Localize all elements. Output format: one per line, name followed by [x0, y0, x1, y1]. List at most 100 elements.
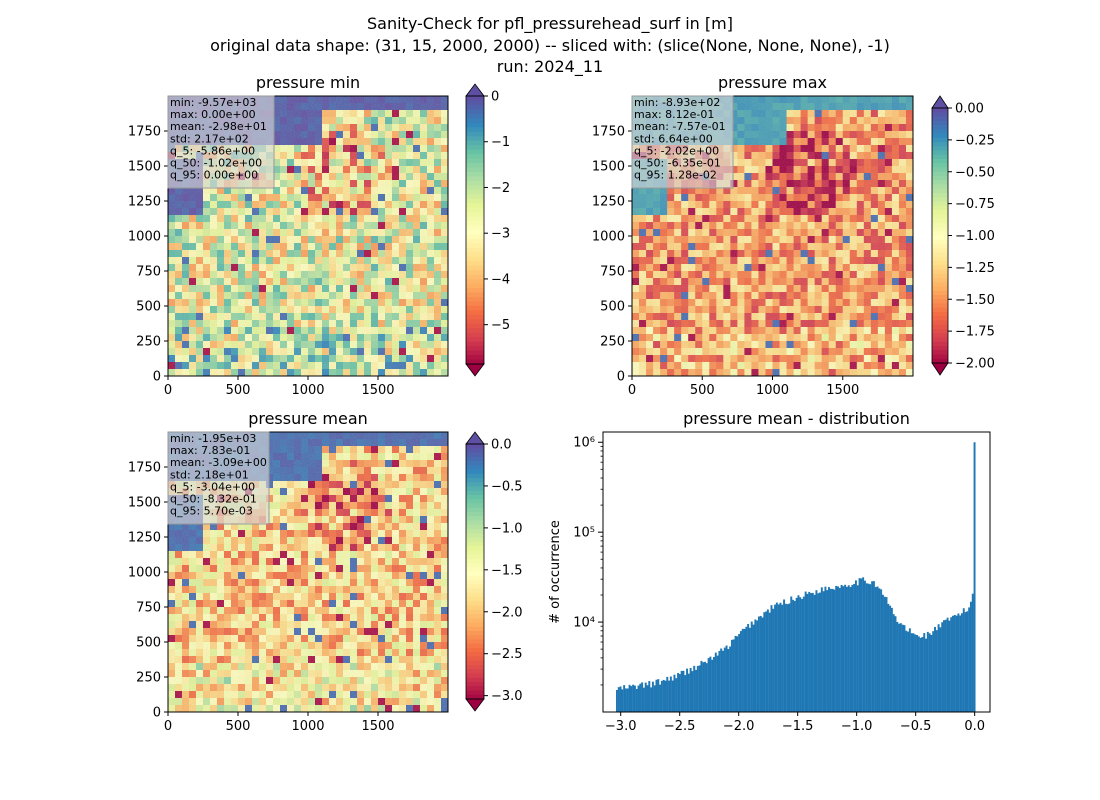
heatmap-panel-1: pressure min 0 500 1000 1500 0 250 500 750 1000 12…	[128, 73, 510, 398]
histogram-bar	[880, 589, 883, 712]
histogram-bar	[898, 623, 901, 712]
stats-line: std: 6.64e+00	[634, 132, 713, 145]
histogram-bar	[952, 615, 954, 712]
histogram-bar	[795, 597, 798, 712]
histogram-bar	[635, 688, 638, 712]
histogram-bar	[838, 587, 841, 712]
histogram-bar	[730, 639, 733, 712]
y-tick-label: 1750	[128, 125, 161, 140]
histogram-bar	[745, 626, 748, 712]
colorbar-tick-label: −4	[491, 272, 510, 287]
y-tick-label: 10⁶	[573, 436, 595, 451]
figure-title-line3: run: 2024_11	[497, 57, 603, 77]
stats-line: max: 8.12e-01	[634, 108, 714, 121]
y-tick-label: 0	[153, 706, 161, 721]
histogram-bar	[973, 442, 976, 712]
y-tick-label: 1250	[128, 531, 161, 546]
histogram-bar	[738, 633, 741, 712]
histogram-bar	[837, 586, 839, 712]
figure-title-line1: Sanity-Check for pfl_pressurehead_surf i…	[367, 14, 733, 34]
histogram-bar	[858, 578, 861, 712]
histogram-bar	[824, 586, 827, 712]
colorbar-tick-label: −1.00	[955, 229, 995, 244]
colorbar-tick-label: −5	[491, 318, 510, 333]
histogram-bar	[714, 652, 717, 712]
histogram-bar	[637, 685, 640, 712]
histogram-bar	[664, 680, 667, 712]
histogram-bar	[653, 685, 656, 712]
histogram-bar	[709, 656, 712, 712]
stats-line: q_5: -5.86e+00	[170, 144, 255, 157]
histogram-bar	[928, 633, 931, 712]
x-tick-label: 500	[226, 383, 251, 398]
histogram-bar	[959, 615, 962, 712]
histogram-bar	[687, 673, 690, 712]
panel-title: pressure mean	[248, 409, 368, 428]
stats-line: mean: -3.09e+00	[170, 456, 267, 469]
colorbar-tick-label: −1	[491, 135, 510, 150]
histogram-bar	[772, 608, 775, 712]
x-tick-label: 0	[164, 719, 172, 734]
colorbar-tick-label: −3	[491, 227, 510, 242]
stats-line: q_50: -1.02e+00	[170, 157, 262, 170]
histogram-bar	[802, 596, 805, 712]
colorbar-tick-label: −1.25	[955, 261, 995, 276]
histogram-bar	[736, 636, 739, 712]
histogram-bars	[615, 442, 976, 712]
axes-frame	[602, 431, 991, 713]
histogram-bar	[763, 612, 766, 712]
colorbar-tick-label: −2.00	[955, 357, 995, 372]
histogram-bar	[907, 631, 910, 712]
y-tick-label: 1000	[128, 566, 161, 581]
histogram-bar	[835, 585, 838, 712]
histogram-bar	[817, 593, 820, 712]
x-tick-label: 500	[226, 719, 251, 734]
histogram-bar	[801, 599, 804, 712]
x-tick-label: 500	[690, 383, 715, 398]
panel-title: pressure min	[256, 73, 360, 92]
colorbar-extend-top	[931, 95, 949, 109]
histogram-bar	[912, 633, 915, 712]
colorbar-tick-label: −3.0	[491, 689, 523, 704]
histogram-bar	[810, 593, 812, 712]
histogram-bar	[623, 685, 626, 712]
histogram-bar	[644, 682, 647, 712]
y-tick-label: 500	[136, 300, 161, 315]
histogram-bar	[677, 673, 680, 712]
histogram-bar	[695, 669, 697, 712]
histogram-bar	[615, 690, 618, 712]
histogram-bar	[669, 676, 672, 712]
histogram-bar	[856, 585, 859, 712]
histogram-bar	[948, 620, 951, 712]
histogram-bar	[700, 660, 703, 712]
stats-line: std: 2.17e+02	[170, 132, 249, 145]
histogram-bar	[651, 681, 654, 712]
histogram-bar	[761, 617, 764, 712]
histogram-bar	[704, 661, 706, 712]
histogram-bar	[632, 684, 635, 712]
histogram-bar	[732, 639, 735, 712]
histogram-bar	[919, 637, 922, 712]
histogram-bar	[815, 590, 818, 712]
histogram-bar	[853, 583, 856, 712]
x-tick-label: 1500	[361, 719, 394, 734]
heatmap-panel-3: pressure mean 0 500 1000 1500 0 250 500 750 1000 1…	[128, 409, 523, 734]
histogram-bar	[698, 665, 701, 712]
histogram-bar	[722, 650, 724, 712]
histogram-bar	[775, 602, 778, 712]
histogram-bar	[739, 631, 742, 712]
x-tick-label: 1000	[291, 719, 324, 734]
histogram-bar	[673, 674, 676, 712]
histogram-bar	[747, 623, 750, 712]
histogram-bar	[876, 586, 879, 712]
y-tick-label: 10⁴	[573, 616, 595, 631]
histogram-bar	[849, 587, 852, 712]
panel-title: pressure mean - distribution	[683, 409, 910, 428]
histogram-bar	[668, 680, 671, 712]
histogram-bar	[725, 645, 728, 712]
histogram-bar	[916, 635, 919, 712]
histogram-bar	[646, 685, 649, 712]
heatmap-panel-2: pressure max 0 500 1000 1500 0 250 500 750 1000 12…	[592, 73, 995, 398]
